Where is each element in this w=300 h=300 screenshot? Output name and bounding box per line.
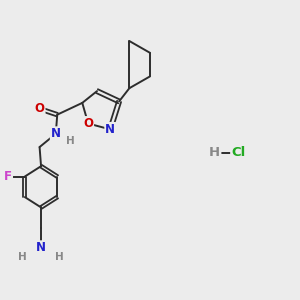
Text: N: N: [51, 127, 61, 140]
Text: F: F: [4, 170, 12, 183]
Text: N: N: [36, 241, 46, 254]
Text: N: N: [105, 123, 115, 136]
Text: Cl: Cl: [231, 146, 245, 159]
Text: H: H: [65, 136, 74, 146]
Text: H: H: [209, 146, 220, 159]
Text: O: O: [34, 102, 45, 115]
Text: H: H: [55, 252, 64, 262]
Text: O: O: [83, 117, 93, 130]
Text: H: H: [18, 252, 27, 262]
